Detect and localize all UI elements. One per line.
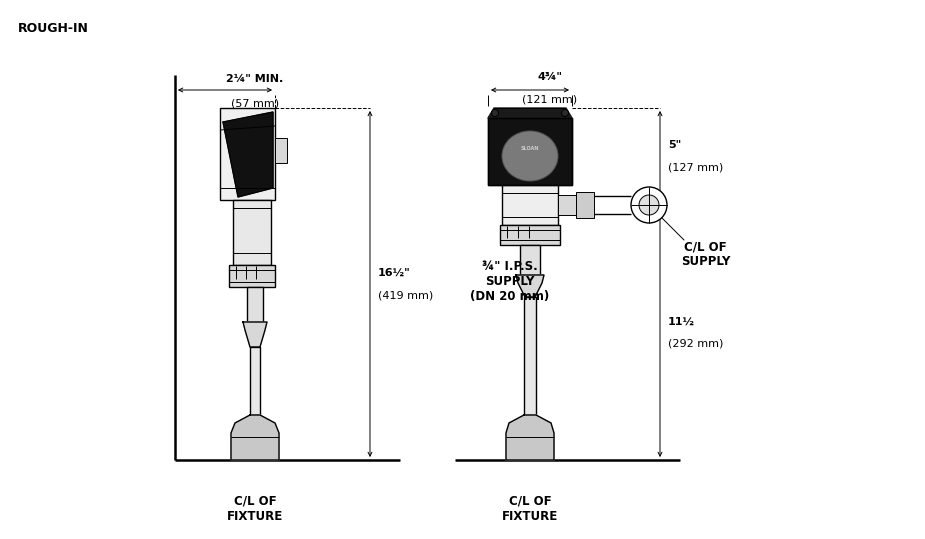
Bar — [229, 265, 275, 287]
Text: C/L OF: C/L OF — [509, 495, 551, 508]
Bar — [502, 185, 558, 225]
Bar — [275, 138, 287, 163]
Bar — [558, 195, 576, 215]
Text: 5": 5" — [668, 141, 681, 150]
Bar — [233, 200, 271, 265]
Text: FIXTURE: FIXTURE — [227, 510, 283, 523]
Text: C/L OF
SUPPLY: C/L OF SUPPLY — [681, 240, 731, 268]
Text: 4¾": 4¾" — [537, 72, 562, 82]
Bar — [520, 245, 540, 275]
Text: FIXTURE: FIXTURE — [502, 510, 558, 523]
Text: (127 mm): (127 mm) — [668, 162, 723, 172]
Text: 16½": 16½" — [378, 268, 411, 278]
Text: ROUGH-IN: ROUGH-IN — [18, 22, 89, 34]
Bar — [524, 297, 536, 415]
Polygon shape — [243, 322, 267, 347]
Text: ¾" I.P.S.
SUPPLY
(DN 20 mm): ¾" I.P.S. SUPPLY (DN 20 mm) — [471, 260, 549, 303]
Text: (57 mm): (57 mm) — [231, 98, 279, 108]
Circle shape — [491, 109, 499, 116]
Bar — [500, 225, 560, 245]
Bar — [247, 287, 263, 322]
Text: (292 mm): (292 mm) — [668, 338, 723, 349]
Bar — [250, 347, 260, 415]
Polygon shape — [488, 108, 572, 118]
Polygon shape — [231, 415, 279, 460]
Text: 2¼" MIN.: 2¼" MIN. — [227, 74, 284, 84]
Text: (419 mm): (419 mm) — [378, 290, 433, 300]
Circle shape — [631, 187, 667, 223]
Bar — [576, 192, 594, 218]
Polygon shape — [516, 275, 544, 297]
Polygon shape — [223, 112, 273, 197]
Polygon shape — [506, 415, 554, 460]
Ellipse shape — [502, 131, 558, 181]
Text: (121 mm): (121 mm) — [523, 95, 577, 105]
Bar — [220, 108, 275, 200]
Text: C/L OF: C/L OF — [234, 495, 277, 508]
Polygon shape — [488, 118, 572, 185]
Text: 11½: 11½ — [668, 316, 695, 327]
Circle shape — [561, 109, 569, 116]
Circle shape — [639, 195, 659, 215]
Text: SLOAN: SLOAN — [521, 146, 539, 150]
